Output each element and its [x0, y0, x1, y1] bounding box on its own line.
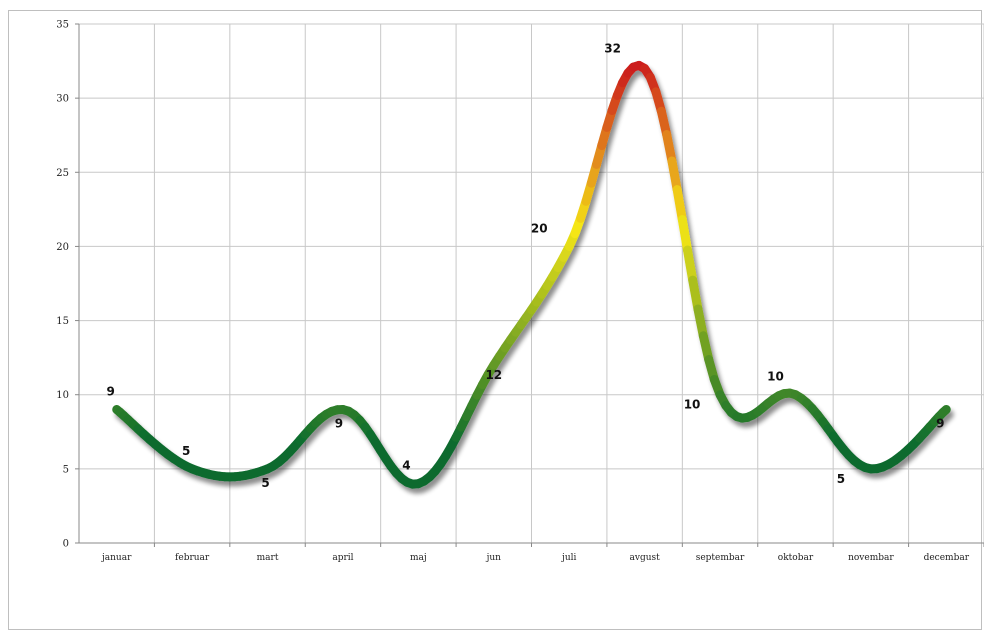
x-tick-label: avgust — [630, 553, 661, 563]
x-tick-label: juli — [561, 553, 576, 563]
x-tick-label: oktobar — [778, 553, 814, 563]
series-line-segment — [688, 275, 703, 314]
y-tick-label: 25 — [56, 168, 69, 179]
y-tick-label: 10 — [56, 390, 69, 401]
series-line-segment — [672, 185, 687, 225]
data-label: 5 — [837, 472, 845, 486]
data-label: 4 — [402, 459, 410, 473]
y-tick-label: 0 — [63, 539, 69, 550]
y-tick-label: 30 — [56, 94, 69, 105]
x-tick-label: januar — [101, 553, 132, 563]
data-label: 12 — [485, 368, 502, 382]
data-label: 5 — [261, 476, 269, 490]
y-tick-label: 5 — [63, 464, 69, 475]
x-tick-label: septembar — [696, 553, 745, 563]
series-line-segment — [938, 405, 951, 417]
series-line-segment — [667, 156, 682, 195]
x-tick-label: decembar — [924, 553, 970, 563]
data-label: 10 — [684, 398, 701, 412]
data-label: 10 — [767, 370, 784, 384]
series-line-segment — [683, 245, 698, 285]
data-label: 32 — [604, 41, 621, 55]
x-tick-label: jun — [486, 553, 502, 563]
series-line-segment — [693, 304, 708, 341]
data-label: 9 — [107, 385, 115, 399]
data-label: 5 — [182, 444, 190, 458]
x-tick-label: maj — [410, 553, 427, 563]
x-tick-label: februar — [175, 553, 210, 563]
data-label: 9 — [335, 417, 343, 431]
x-tick-label: april — [332, 553, 353, 563]
x-tick-label: mart — [257, 553, 279, 563]
data-label: 9 — [936, 417, 944, 431]
data-label: 20 — [531, 221, 548, 235]
y-tick-label: 35 — [56, 20, 69, 31]
series-line-segment — [677, 215, 693, 255]
x-tick-label: novembar — [848, 553, 894, 563]
y-tick-label: 15 — [56, 316, 69, 327]
y-tick-label: 20 — [56, 242, 69, 253]
chart-frame — [8, 10, 982, 630]
